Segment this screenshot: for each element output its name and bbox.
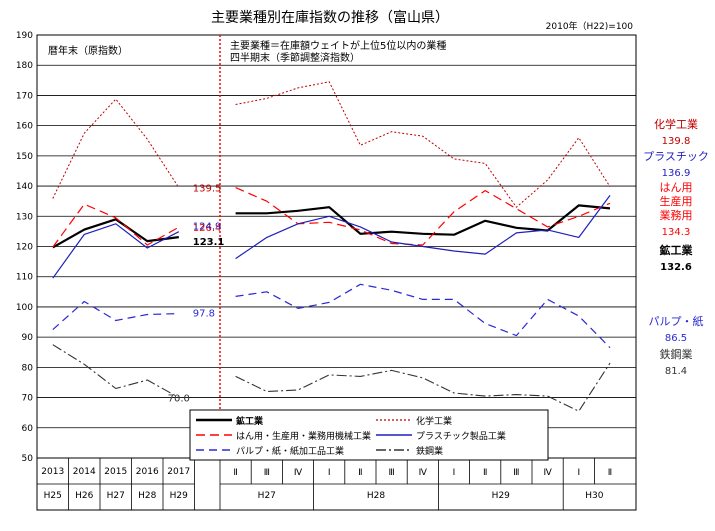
- quarter-era-label: H30: [585, 491, 603, 501]
- y-tick-label: 60: [22, 424, 34, 434]
- right-series-value: 139.8: [662, 136, 691, 147]
- right-series-value: 136.9: [662, 168, 691, 179]
- right-series-label: 鉄鋼業: [660, 347, 693, 361]
- right-series-value: 132.6: [660, 262, 692, 273]
- era-tick-label: H27: [107, 491, 125, 501]
- legend-label-pulp_paper: パルプ・紙・紙加工品工業: [236, 445, 344, 457]
- year-tick-label: 2016: [136, 467, 159, 477]
- y-tick-label: 160: [16, 122, 33, 132]
- legend-label-steel: 鉄鋼業: [416, 445, 443, 457]
- right-series-value: 134.3: [662, 227, 691, 238]
- series-line-annual-general_machinery: [53, 204, 179, 247]
- chart-title: 主要業種別在庫指数の推移（富山県）: [211, 9, 449, 26]
- quarter-tick-label: Ⅳ: [419, 468, 428, 478]
- quarter-era-label: H27: [258, 491, 276, 501]
- era-tick-label: H25: [44, 491, 62, 501]
- series-line-annual-steel: [53, 345, 179, 398]
- quarter-tick-label: Ⅰ: [577, 468, 580, 478]
- quarter-tick-label: Ⅱ: [608, 468, 612, 478]
- y-tick-label: 100: [16, 303, 33, 313]
- right-series-label: 業務用: [660, 208, 693, 222]
- quarter-tick-label: Ⅲ: [513, 468, 519, 478]
- series-line-annual-plastic: [53, 224, 179, 278]
- annual-value-label-steel: 70.0: [168, 394, 190, 405]
- series-line-quarterly-chemical: [236, 82, 610, 207]
- right-series-label: プラスチック: [643, 150, 709, 163]
- right-series-value: 86.5: [665, 333, 687, 344]
- era-tick-label: H29: [170, 491, 188, 501]
- annual-value-label-pulp_paper: 97.8: [193, 309, 215, 320]
- base-year-note: 2010年（H22)=100: [546, 20, 634, 32]
- annual-value-label-plastic: 124.9: [193, 222, 222, 233]
- y-tick-label: 70: [22, 394, 34, 404]
- era-tick-label: H26: [75, 491, 93, 501]
- legend-label-mining: 鉱工業: [236, 415, 264, 427]
- quarter-tick-label: Ⅱ: [233, 468, 237, 478]
- year-tick-label: 2017: [167, 467, 190, 477]
- quarter-tick-label: Ⅲ: [264, 468, 270, 478]
- y-tick-label: 140: [16, 182, 33, 192]
- quarter-tick-label: Ⅲ: [388, 468, 394, 478]
- quarterly-panel-note-2: 四半期末（季節調整済指数）: [230, 51, 360, 64]
- annual-value-label-mining: 123.1: [193, 237, 225, 248]
- series-line-quarterly-pulp_paper: [236, 284, 610, 347]
- quarter-tick-label: Ⅰ: [453, 468, 456, 478]
- series-line-quarterly-mining: [236, 205, 610, 234]
- annual-panel-note: 暦年末（原指数）: [48, 44, 128, 57]
- annual-value-label-chemical: 139.5: [193, 184, 222, 195]
- y-tick-label: 120: [16, 243, 33, 253]
- right-series-label: 鉱工業: [660, 243, 694, 257]
- y-tick-label: 80: [22, 363, 34, 373]
- right-series-label: 生産用: [660, 194, 693, 208]
- right-series-label: パルプ・紙: [649, 314, 704, 328]
- year-tick-label: 2014: [73, 467, 96, 477]
- series-line-quarterly-plastic: [236, 195, 610, 258]
- series-line-annual-pulp_paper: [53, 302, 179, 330]
- right-series-label: 化学工業: [654, 117, 698, 131]
- y-tick-label: 170: [16, 91, 33, 101]
- y-tick-label: 190: [16, 31, 33, 41]
- series-line-quarterly-steel: [236, 363, 610, 411]
- quarter-tick-label: Ⅳ: [543, 468, 552, 478]
- quarter-tick-label: Ⅱ: [483, 468, 487, 478]
- y-tick-label: 110: [16, 273, 33, 283]
- quarter-tick-label: Ⅳ: [294, 468, 303, 478]
- y-tick-label: 90: [22, 333, 34, 343]
- y-tick-label: 130: [16, 212, 33, 222]
- era-tick-label: H28: [138, 491, 156, 501]
- y-tick-label: 150: [16, 152, 33, 162]
- quarter-era-label: H29: [492, 491, 510, 501]
- series-line-annual-chemical: [53, 99, 179, 198]
- quarter-tick-label: Ⅰ: [328, 468, 331, 478]
- quarter-era-label: H28: [367, 491, 385, 501]
- quarter-tick-label: Ⅱ: [358, 468, 362, 478]
- y-tick-label: 50: [22, 454, 34, 464]
- legend-label-plastic: プラスチック製品工業: [416, 430, 506, 442]
- year-tick-label: 2015: [104, 467, 127, 477]
- legend-label-general_machinery: はん用・生産用・業務用機械工業: [236, 430, 371, 442]
- y-tick-label: 180: [16, 61, 33, 71]
- year-tick-label: 2013: [41, 467, 64, 477]
- right-series-label: はん用: [660, 181, 693, 194]
- right-series-value: 81.4: [665, 366, 687, 377]
- legend-label-chemical: 化学工業: [416, 415, 452, 427]
- quarterly-panel-note-1: 主要業種＝在庫額ウェイトが上位5位以内の業種: [230, 39, 446, 52]
